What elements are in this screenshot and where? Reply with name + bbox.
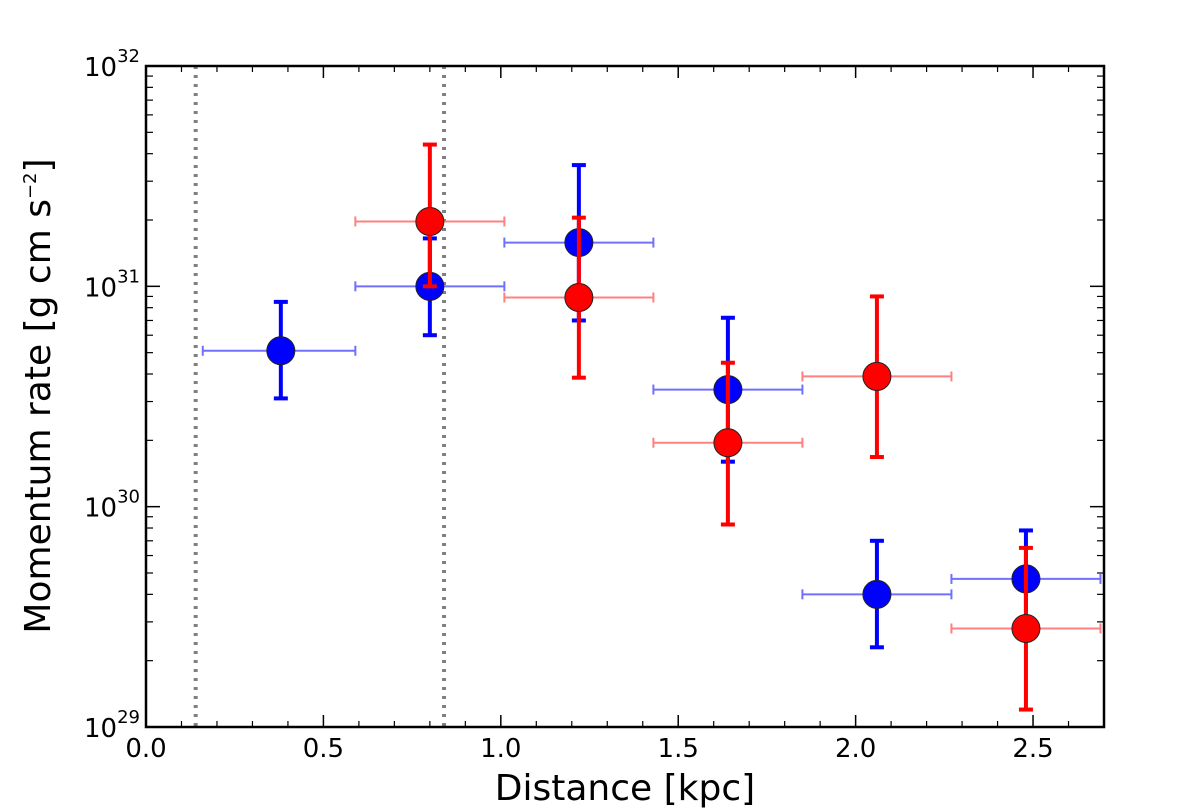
y-axis-label: Momentum rate [g cm s−2] bbox=[18, 158, 59, 633]
y-tick-label: 1031 bbox=[84, 266, 140, 303]
data-point-red bbox=[564, 282, 594, 312]
y-tick-label-exponent: 31 bbox=[117, 266, 140, 287]
y-tick-label-base: 10 bbox=[84, 53, 117, 83]
y-axis-label-main: Momentum rate [g cm s bbox=[18, 199, 59, 634]
y-tick-label-base: 10 bbox=[84, 273, 117, 303]
y-tick-label: 1032 bbox=[84, 46, 140, 83]
data-point-red bbox=[862, 361, 892, 391]
data-point-blue bbox=[266, 336, 296, 366]
y-axis-label-close: ] bbox=[18, 158, 59, 172]
x-tick-label: 0.5 bbox=[303, 734, 344, 764]
y-tick-label-exponent: 30 bbox=[117, 487, 140, 508]
data-point-red bbox=[713, 428, 743, 458]
axes-frame bbox=[144, 64, 1106, 729]
series-blue bbox=[201, 163, 1102, 650]
y-tick-label-base: 10 bbox=[84, 714, 117, 744]
x-axis-label: Distance [kpc] bbox=[495, 768, 755, 808]
y-tick-label-exponent: 29 bbox=[117, 707, 140, 728]
y-tick-label: 1030 bbox=[84, 487, 140, 524]
data-point-red bbox=[415, 206, 445, 236]
x-tick-label: 1.5 bbox=[658, 734, 699, 764]
y-tick-label-base: 10 bbox=[84, 494, 117, 524]
y-tick-label-exponent: 32 bbox=[117, 46, 140, 67]
data-series bbox=[201, 142, 1102, 712]
x-tick-label: 1.0 bbox=[480, 734, 521, 764]
x-tick-label: 2.0 bbox=[835, 734, 876, 764]
data-point-blue bbox=[862, 579, 892, 609]
x-tick-label: 2.5 bbox=[1012, 734, 1053, 764]
series-red bbox=[354, 142, 1102, 712]
x-tick-label: 0.0 bbox=[125, 734, 166, 764]
y-tick-label: 1029 bbox=[84, 707, 140, 744]
data-point-red bbox=[1011, 613, 1041, 643]
y-axis-label-exponent: −2 bbox=[20, 172, 41, 199]
vertical-reference-lines bbox=[193, 66, 447, 727]
